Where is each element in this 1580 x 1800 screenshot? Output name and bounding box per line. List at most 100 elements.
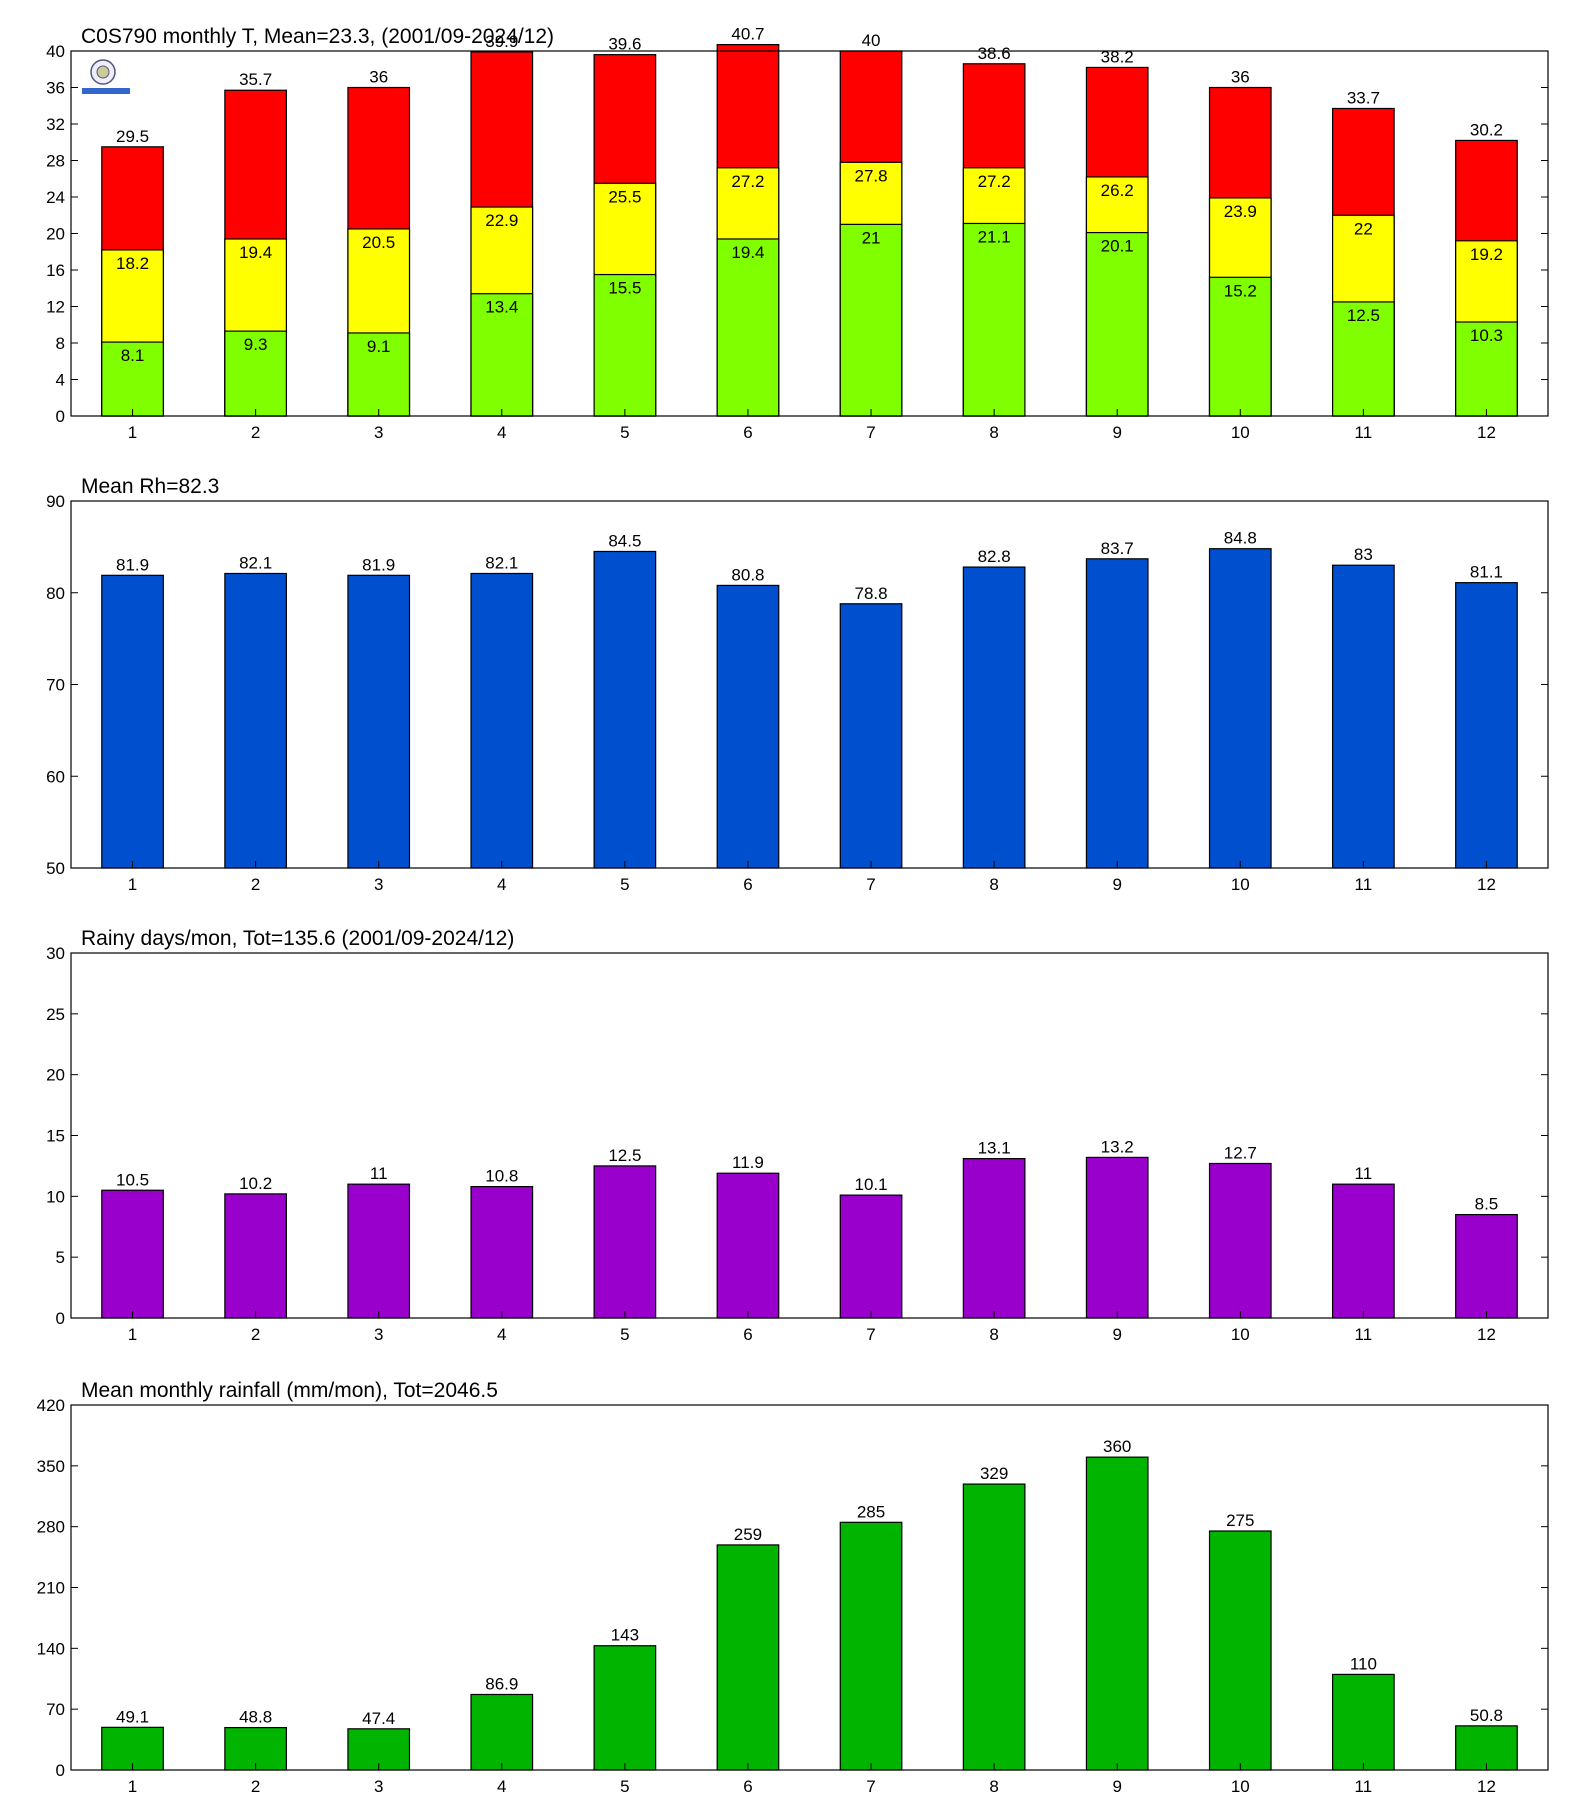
value-label: 39.9 bbox=[485, 32, 518, 51]
value-label: 84.8 bbox=[1224, 529, 1257, 548]
y-tick-label: 280 bbox=[37, 1518, 65, 1537]
bar bbox=[470, 293, 534, 417]
y-tick-label: 32 bbox=[46, 115, 65, 134]
value-label: 81.9 bbox=[362, 555, 395, 574]
value-label: 20.1 bbox=[1101, 237, 1134, 256]
value-label: 36 bbox=[369, 68, 388, 87]
y-tick-label: 28 bbox=[46, 152, 65, 171]
x-tick-label: 3 bbox=[374, 875, 383, 894]
x-tick-label: 12 bbox=[1477, 1777, 1496, 1796]
y-tick-label: 20 bbox=[46, 1066, 65, 1085]
value-label: 22 bbox=[1354, 219, 1373, 238]
value-label: 23.9 bbox=[1224, 202, 1257, 221]
value-label: 39.6 bbox=[608, 35, 641, 54]
x-tick-label: 1 bbox=[128, 1777, 137, 1796]
value-label: 275 bbox=[1226, 1511, 1254, 1530]
value-label: 78.8 bbox=[854, 584, 887, 603]
y-tick-label: 60 bbox=[46, 767, 65, 786]
bar bbox=[1455, 582, 1518, 869]
y-tick-label: 30 bbox=[46, 944, 65, 963]
x-tick-label: 8 bbox=[989, 875, 998, 894]
x-tick-label: 10 bbox=[1231, 1777, 1250, 1796]
value-label: 86.9 bbox=[485, 1674, 518, 1693]
x-tick-label: 11 bbox=[1355, 1777, 1373, 1796]
x-tick-label: 3 bbox=[374, 1325, 383, 1344]
y-tick-label: 80 bbox=[46, 584, 65, 603]
value-label: 40 bbox=[862, 31, 881, 50]
value-label: 81.1 bbox=[1470, 563, 1503, 582]
bar bbox=[716, 584, 780, 869]
x-tick-label: 9 bbox=[1112, 875, 1121, 894]
value-label: 50.8 bbox=[1470, 1706, 1503, 1725]
x-tick-label: 11 bbox=[1355, 875, 1373, 894]
bar bbox=[1455, 321, 1518, 417]
x-tick-label: 6 bbox=[743, 1777, 752, 1796]
bar bbox=[962, 1158, 1026, 1319]
bar bbox=[1085, 558, 1149, 869]
value-label: 18.2 bbox=[116, 254, 149, 273]
x-tick-label: 4 bbox=[497, 875, 506, 894]
y-tick-label: 8 bbox=[56, 334, 65, 353]
value-label: 25.5 bbox=[608, 187, 641, 206]
x-tick-label: 4 bbox=[497, 423, 506, 442]
bar bbox=[839, 1521, 903, 1771]
y-tick-label: 90 bbox=[46, 492, 65, 511]
value-label: 47.4 bbox=[362, 1709, 395, 1728]
value-label: 12.5 bbox=[1347, 306, 1380, 325]
value-label: 26.2 bbox=[1101, 181, 1134, 200]
y-tick-label: 20 bbox=[46, 225, 65, 244]
x-tick-label: 8 bbox=[989, 1777, 998, 1796]
value-label: 82.8 bbox=[978, 547, 1011, 566]
value-label: 10.8 bbox=[485, 1167, 518, 1186]
value-label: 11 bbox=[370, 1164, 388, 1183]
y-tick-label: 10 bbox=[46, 1187, 65, 1206]
value-label: 40.7 bbox=[731, 25, 764, 44]
logo bbox=[82, 59, 130, 94]
value-label: 19.4 bbox=[239, 243, 272, 262]
bar bbox=[1455, 1725, 1518, 1771]
axes-frame bbox=[70, 50, 1549, 417]
x-tick-label: 4 bbox=[497, 1777, 506, 1796]
x-tick-label: 2 bbox=[251, 1325, 260, 1344]
bar bbox=[101, 341, 164, 417]
value-label: 48.8 bbox=[239, 1708, 272, 1727]
bar bbox=[839, 1194, 903, 1319]
value-label: 9.1 bbox=[367, 337, 391, 356]
x-tick-label: 9 bbox=[1112, 1777, 1121, 1796]
value-label: 38.2 bbox=[1101, 47, 1134, 66]
bar bbox=[716, 238, 780, 417]
value-label: 329 bbox=[980, 1464, 1008, 1483]
value-label: 10.3 bbox=[1470, 326, 1503, 345]
x-tick-label: 7 bbox=[866, 875, 875, 894]
value-label: 10.1 bbox=[854, 1175, 887, 1194]
bar bbox=[470, 572, 534, 869]
value-label: 38.6 bbox=[978, 44, 1011, 63]
x-tick-label: 5 bbox=[620, 1325, 629, 1344]
y-tick-label: 12 bbox=[46, 298, 65, 317]
x-tick-label: 5 bbox=[620, 1777, 629, 1796]
value-label: 9.3 bbox=[244, 335, 268, 354]
bar bbox=[1332, 1183, 1395, 1319]
value-label: 27.8 bbox=[854, 166, 887, 185]
value-label: 49.1 bbox=[116, 1707, 149, 1726]
chart-title: Mean monthly rainfall (mm/mon), Tot=2046… bbox=[81, 1379, 498, 1402]
x-tick-label: 12 bbox=[1477, 423, 1496, 442]
x-tick-label: 7 bbox=[866, 423, 875, 442]
value-label: 33.7 bbox=[1347, 88, 1380, 107]
bar bbox=[962, 566, 1026, 869]
x-tick-label: 11 bbox=[1355, 423, 1373, 442]
bar bbox=[470, 1693, 534, 1771]
bar bbox=[716, 1172, 780, 1319]
bar bbox=[593, 1165, 657, 1319]
x-tick-label: 8 bbox=[989, 423, 998, 442]
chart-title: C0S790 monthly T, Mean=23.3, (2001/09-20… bbox=[81, 25, 554, 48]
x-tick-label: 9 bbox=[1112, 1325, 1121, 1344]
value-label: 11 bbox=[1355, 1164, 1373, 1183]
value-label: 8.5 bbox=[1475, 1195, 1499, 1214]
value-label: 30.2 bbox=[1470, 120, 1503, 139]
bar bbox=[1085, 1156, 1149, 1319]
x-tick-label: 11 bbox=[1355, 1325, 1373, 1344]
value-label: 8.1 bbox=[121, 346, 145, 365]
